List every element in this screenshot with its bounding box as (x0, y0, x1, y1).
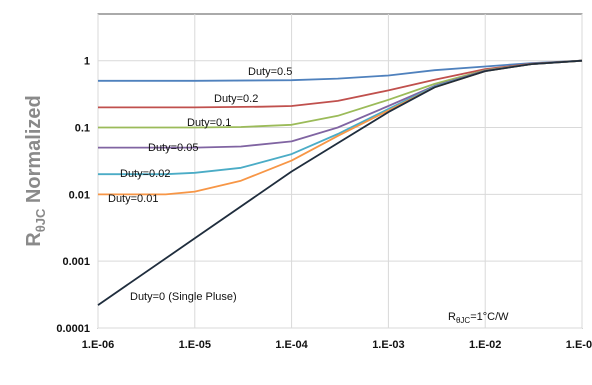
y-tick-label-0: 1 (84, 56, 90, 68)
y-axis-label: RθJC Normalized (23, 95, 48, 246)
curve-label-5: Duty=0.01 (108, 193, 158, 205)
annotation-subscript: θJC (456, 316, 470, 325)
annotation-prefix: R (448, 311, 456, 323)
y-tick-label-2: 0.01 (69, 189, 90, 201)
series-lines (97, 59, 583, 306)
curve-label-6: Duty=0 (Single Pluse) (130, 291, 237, 303)
y-axis-label-main: R (23, 232, 45, 247)
resistance-annotation: RθJC=1°C/W (448, 311, 509, 325)
curve-label-4: Duty=0.02 (120, 168, 170, 180)
curve-label-1: Duty=0.2 (214, 93, 258, 105)
curve-label-3: Duty=0.05 (148, 142, 198, 154)
x-tick-label-5: 1.E-01 (566, 339, 592, 351)
grid-lines (97, 14, 583, 329)
y-axis-label-subscript: θJC (33, 208, 48, 232)
y-axis-label-suffix: Normalized (23, 95, 45, 208)
curve-label-0: Duty=0.5 (248, 66, 292, 78)
y-tick-label-3: 0.001 (62, 256, 90, 268)
y-tick-label-1: 0.1 (75, 123, 90, 135)
x-tick-label-3: 1.E-03 (372, 339, 404, 351)
curve-label-2: Duty=0.1 (187, 117, 231, 129)
series-line-0 (98, 59, 583, 82)
plot-area (97, 13, 583, 329)
x-tick-label-1: 1.E-05 (179, 339, 211, 351)
annotation-suffix: =1°C/W (470, 311, 509, 323)
x-tick-label-0: 1.E-06 (82, 339, 114, 351)
x-tick-label-4: 1.E-02 (469, 339, 501, 351)
curve-labels: Duty=0.5 Duty=0.2 Duty=0.1 Duty=0.05 Duty=0.… (108, 66, 292, 303)
y-tick-label-4: 0.0001 (56, 323, 90, 335)
x-tick-label-2: 1.E-04 (275, 339, 308, 351)
series-line-6 (97, 59, 583, 306)
y-tick-labels: 1 0.1 0.01 0.001 0.0001 (56, 56, 90, 335)
x-tick-labels: 1.E-06 1.E-05 1.E-04 1.E-03 1.E-02 1.E-01 (82, 339, 592, 351)
